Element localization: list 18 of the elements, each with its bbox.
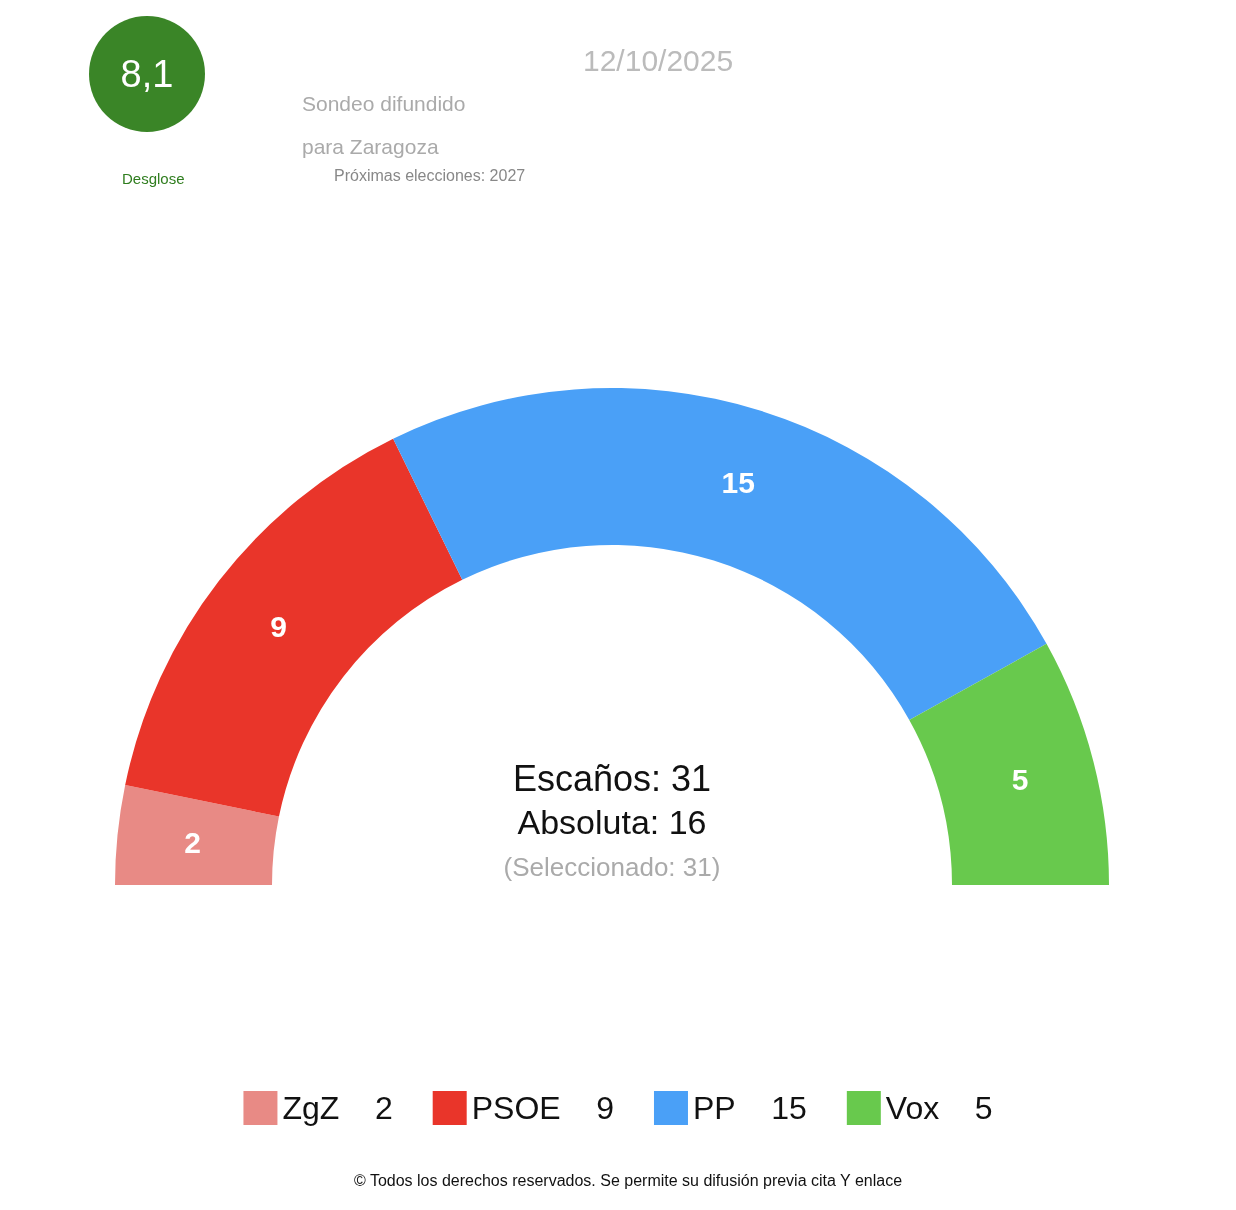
score-badge: 8,1	[89, 16, 205, 132]
chart-title: 12/10/2025	[583, 43, 734, 77]
legend-label: Vox 5	[885, 1090, 993, 1126]
legend-label: PSOE 9	[471, 1090, 614, 1126]
legend-label: PP 15	[692, 1090, 807, 1126]
text: para Zaragoza	[302, 134, 439, 158]
legend-label: ZgZ 2	[282, 1090, 393, 1126]
data-label: 5	[1011, 762, 1029, 796]
text: Escaños: 31	[512, 757, 712, 799]
text: Desglose	[122, 169, 185, 187]
data-label: 15	[721, 466, 755, 500]
text: Absoluta: 16	[517, 803, 707, 841]
text: Próximas elecciones: 2027	[334, 166, 526, 184]
text: Sondeo difundido	[302, 91, 466, 115]
text: (Seleccionado: 31)	[503, 852, 721, 882]
text: © Todos los derechos reservados. Se permite su difusión previa cita Y enlace	[353, 1171, 903, 1189]
data-label: 9	[270, 610, 288, 644]
data-label: 2	[184, 825, 202, 859]
